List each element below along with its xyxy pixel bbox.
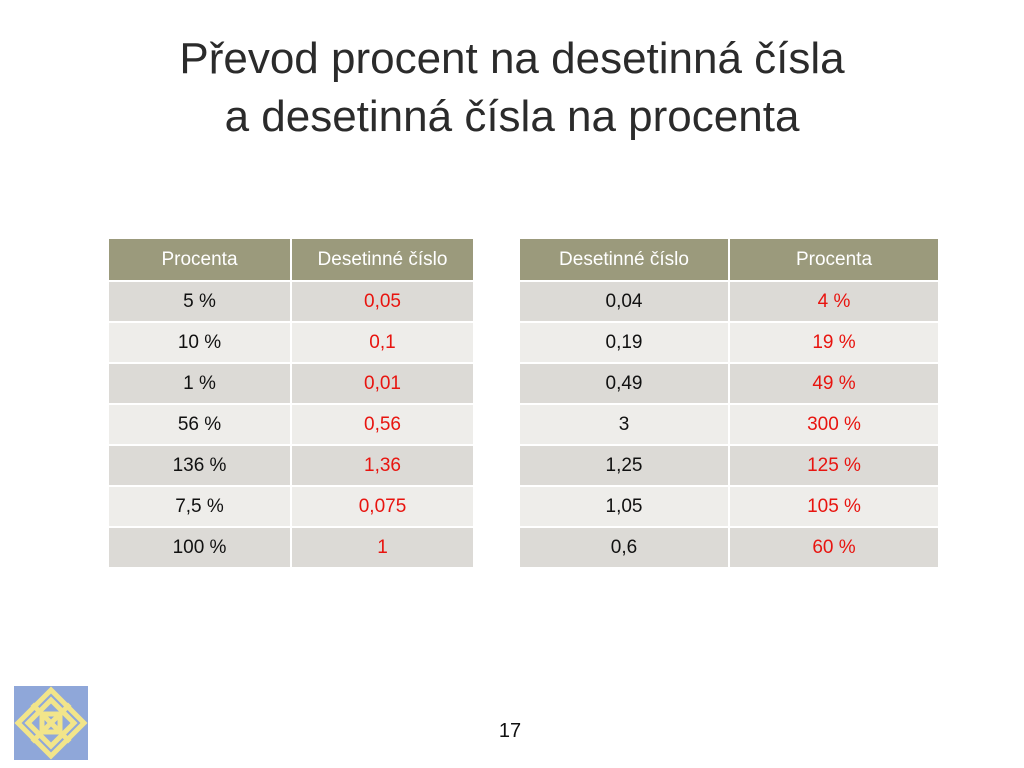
table-cell-percent: 1 % — [109, 363, 292, 405]
table-cell-percent: 136 % — [109, 445, 292, 487]
table-row: 56 % 0,56 — [109, 404, 473, 446]
table-cell-percent: 5 % — [109, 281, 292, 323]
table-row: 0,19 19 % — [520, 322, 938, 364]
table-row: 0,04 4 % — [520, 281, 938, 323]
table-cell-percent-answer: 125 % — [729, 445, 938, 487]
table-cell-decimal-answer: 1 — [291, 527, 473, 569]
table-row: 0,49 49 % — [520, 363, 938, 405]
table-row: 100 % 1 — [109, 527, 473, 569]
table-cell-decimal: 0,49 — [520, 363, 730, 405]
table-cell-percent: 10 % — [109, 322, 292, 364]
table-cell-decimal-answer: 0,075 — [291, 486, 473, 528]
table-cell-percent: 56 % — [109, 404, 292, 446]
table-cell-percent-answer: 60 % — [729, 527, 938, 569]
table-cell-percent-answer: 49 % — [729, 363, 938, 405]
table-row: 5 % 0,05 — [109, 281, 473, 323]
table-cell-percent: 7,5 % — [109, 486, 292, 528]
table-cell-decimal: 0,19 — [520, 322, 730, 364]
table-row: 1,25 125 % — [520, 445, 938, 487]
table-row: 10 % 0,1 — [109, 322, 473, 364]
table-row: 0,6 60 % — [520, 527, 938, 569]
table-cell-decimal: 1,05 — [520, 486, 730, 528]
woven-square-logo-icon — [14, 686, 88, 760]
table-row: 1,05 105 % — [520, 486, 938, 528]
column-header-decimal: Desetinné číslo — [291, 239, 473, 282]
slide-title-line-1: Převod procent na desetinná čísla — [179, 34, 845, 83]
page-number: 17 — [498, 720, 522, 742]
logo-graphic — [14, 686, 88, 760]
decimal-to-percent-table: Desetinné číslo Procenta 0,04 4 % 0,19 1… — [520, 239, 938, 569]
table-row: 3 300 % — [520, 404, 938, 446]
table-cell-decimal-answer: 0,05 — [291, 281, 473, 323]
table-cell-decimal-answer: 0,1 — [291, 322, 473, 364]
column-header-decimal: Desetinné číslo — [520, 239, 730, 282]
table-cell-percent: 100 % — [109, 527, 292, 569]
table-cell-decimal-answer: 0,01 — [291, 363, 473, 405]
table-cell-percent-answer: 105 % — [729, 486, 938, 528]
slide-title: Převod procent na desetinná čísla a dese… — [0, 30, 1024, 146]
table-cell-percent-answer: 19 % — [729, 322, 938, 364]
column-header-percent: Procenta — [729, 239, 938, 282]
percent-to-decimal-table: Procenta Desetinné číslo 5 % 0,05 10 % 0… — [109, 239, 473, 569]
table-row: 7,5 % 0,075 — [109, 486, 473, 528]
table-cell-decimal-answer: 1,36 — [291, 445, 473, 487]
table-row: 136 % 1,36 — [109, 445, 473, 487]
slide-title-line-2: a desetinná čísla na procenta — [224, 92, 800, 141]
table-header-row: Procenta Desetinné číslo — [109, 239, 473, 282]
table-cell-decimal-answer: 0,56 — [291, 404, 473, 446]
table-cell-percent-answer: 300 % — [729, 404, 938, 446]
table-cell-decimal: 1,25 — [520, 445, 730, 487]
table-cell-decimal: 3 — [520, 404, 730, 446]
table-cell-decimal: 0,04 — [520, 281, 730, 323]
column-header-percent: Procenta — [109, 239, 292, 282]
table-cell-decimal: 0,6 — [520, 527, 730, 569]
table-row: 1 % 0,01 — [109, 363, 473, 405]
table-cell-percent-answer: 4 % — [729, 281, 938, 323]
table-header-row: Desetinné číslo Procenta — [520, 239, 938, 282]
